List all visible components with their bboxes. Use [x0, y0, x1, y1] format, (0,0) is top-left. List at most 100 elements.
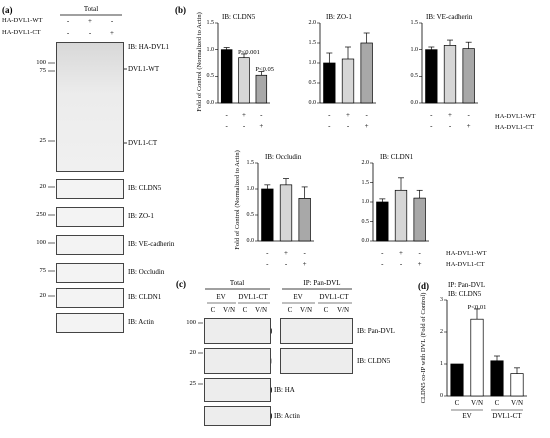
panel-c-ip: IP: Pan-DVL	[303, 279, 341, 287]
panel-c-lane: C	[287, 306, 293, 314]
panel-a-row-label: HA-DVL1-WT	[2, 17, 43, 24]
chart-title: IB: CLDN5	[222, 13, 256, 21]
panel-a-blot-label: IB: Occludin	[128, 268, 165, 276]
panel-b-sign: -	[260, 111, 263, 119]
y-tick-label: 0	[440, 393, 443, 399]
panel-b-sign: -	[430, 111, 433, 119]
bar	[220, 49, 233, 104]
panel-b-sign: -	[328, 122, 331, 130]
panel-b-sign: +	[364, 122, 369, 130]
panel-c-lane: V/N	[222, 306, 236, 314]
y-tick-label: 1.5	[206, 20, 215, 26]
panel-a-blot-label: IB: CLDN5	[128, 184, 162, 192]
panel-a-blot	[56, 313, 124, 333]
panel-a-sign: -	[66, 29, 70, 37]
bar	[298, 198, 311, 242]
bar	[413, 197, 426, 242]
panel-a-blot-label: IB: Actin	[128, 318, 154, 326]
panel-c-lane: C	[242, 306, 248, 314]
panel-c-blot-label: IB: CLDN5	[357, 357, 391, 365]
mw-label: 100	[36, 59, 46, 66]
mw-label: 75	[39, 67, 47, 74]
y-tick-label: 0.5	[206, 73, 215, 80]
panel-b-sign: -	[328, 111, 331, 119]
panel-b-letter: (b)	[175, 5, 186, 15]
bar	[323, 62, 336, 104]
chart-title: IB: ZO-1	[326, 13, 352, 21]
bar	[462, 48, 475, 104]
panel-b-sign: -	[266, 260, 269, 268]
bar	[510, 373, 524, 397]
arrow-wt-label: DVL1-WT	[128, 65, 160, 73]
y-tick-label: 2	[440, 329, 443, 335]
panel-c-blot	[280, 348, 353, 374]
panel-a-blot	[56, 207, 124, 227]
panel-b-sign: -	[381, 249, 384, 257]
p-annotation: P<0.05	[255, 65, 274, 73]
panel-b-row-label: HA-DVL1-CT	[446, 261, 485, 268]
y-tick-label: 1	[440, 361, 443, 367]
chart-title: IB: VE-cadherin	[426, 13, 473, 21]
panel-b-sign: +	[448, 111, 452, 119]
panel-c-blot-label: IB: Pan-DVL	[357, 327, 395, 335]
bar	[394, 189, 408, 242]
panel-b-sign: +	[346, 111, 350, 119]
y-tick-label: 3	[440, 297, 443, 303]
panel-b-sign: +	[417, 260, 422, 268]
panel-a-letter: (a)	[2, 5, 13, 15]
panel-a-ib-ha: IB: HA-DVL1	[128, 43, 170, 51]
panel-c-lane: C	[210, 306, 216, 314]
panel-b-sign: +	[466, 122, 471, 130]
y-tick-label: 0.0	[308, 100, 317, 106]
chart-title: IB: Occludin	[265, 153, 302, 161]
panel-c-group: DVL1-CT	[238, 293, 268, 301]
mw-label: 75	[39, 267, 47, 274]
bar	[425, 49, 438, 104]
panel-a-header: Total	[83, 5, 99, 13]
mw-label: 25	[39, 137, 47, 144]
panel-b-sign: -	[284, 260, 288, 268]
mw-label: 100	[36, 239, 46, 246]
panel-b-sign: +	[284, 249, 288, 257]
panel-b-sign: -	[225, 111, 228, 119]
panel-b-sign: +	[302, 260, 307, 268]
panel-c-group: EV	[293, 293, 303, 301]
y-tick-label: 1.5	[308, 40, 317, 46]
mw-label: 25	[189, 380, 197, 387]
bar	[341, 58, 355, 104]
panel-b-sign: +	[259, 122, 264, 130]
panel-c-blot	[204, 378, 271, 402]
panel-a-sign: +	[110, 29, 114, 37]
panel-c-blot	[204, 348, 271, 374]
y-tick-label: 0.5	[410, 73, 419, 80]
y-axis-label: CLDN5 co-IP with DVL (Fold of Control)	[419, 292, 427, 404]
panel-a-sign: +	[88, 17, 92, 25]
panel-b-sign: -	[381, 260, 384, 268]
y-tick-label: 0.0	[361, 238, 370, 244]
y-tick-label: 1.0	[308, 60, 317, 66]
panel-b-sign: -	[266, 249, 269, 257]
panel-d-group: DVL1-CT	[492, 412, 522, 420]
panel-c-blot-label: IB: HA	[274, 386, 295, 394]
bar	[255, 74, 268, 104]
panel-c-lane: V/N	[299, 306, 313, 314]
y-tick-label: 0.0	[410, 100, 419, 106]
panel-c-group: DVL1-CT	[319, 293, 349, 301]
panel-d-letter: (d)	[418, 281, 429, 291]
panel-b-sign: -	[365, 111, 368, 119]
panel-b-sign: -	[448, 122, 452, 130]
y-tick-label: 1.5	[410, 20, 419, 26]
panel-c-lane: V/N	[254, 306, 268, 314]
bar	[470, 318, 484, 397]
panel-a-blot-label: IB: CLDN1	[128, 293, 162, 301]
y-axis-label: Fold of Control (Normalized to Actin)	[195, 12, 203, 112]
panel-d-lane: C	[494, 399, 500, 407]
panel-a-blot	[56, 235, 124, 255]
panel-c-blot	[204, 318, 271, 344]
panel-b-row-label: HA-DVL1-WT	[446, 250, 487, 257]
panel-a-blot-label: IB: ZO-1	[128, 212, 154, 220]
y-tick-label: 1.5	[361, 179, 370, 186]
y-tick-label: 2.0	[308, 20, 317, 26]
panel-b-sign: -	[467, 111, 470, 119]
panel-c-blot-label: IB: Actin	[274, 412, 300, 420]
